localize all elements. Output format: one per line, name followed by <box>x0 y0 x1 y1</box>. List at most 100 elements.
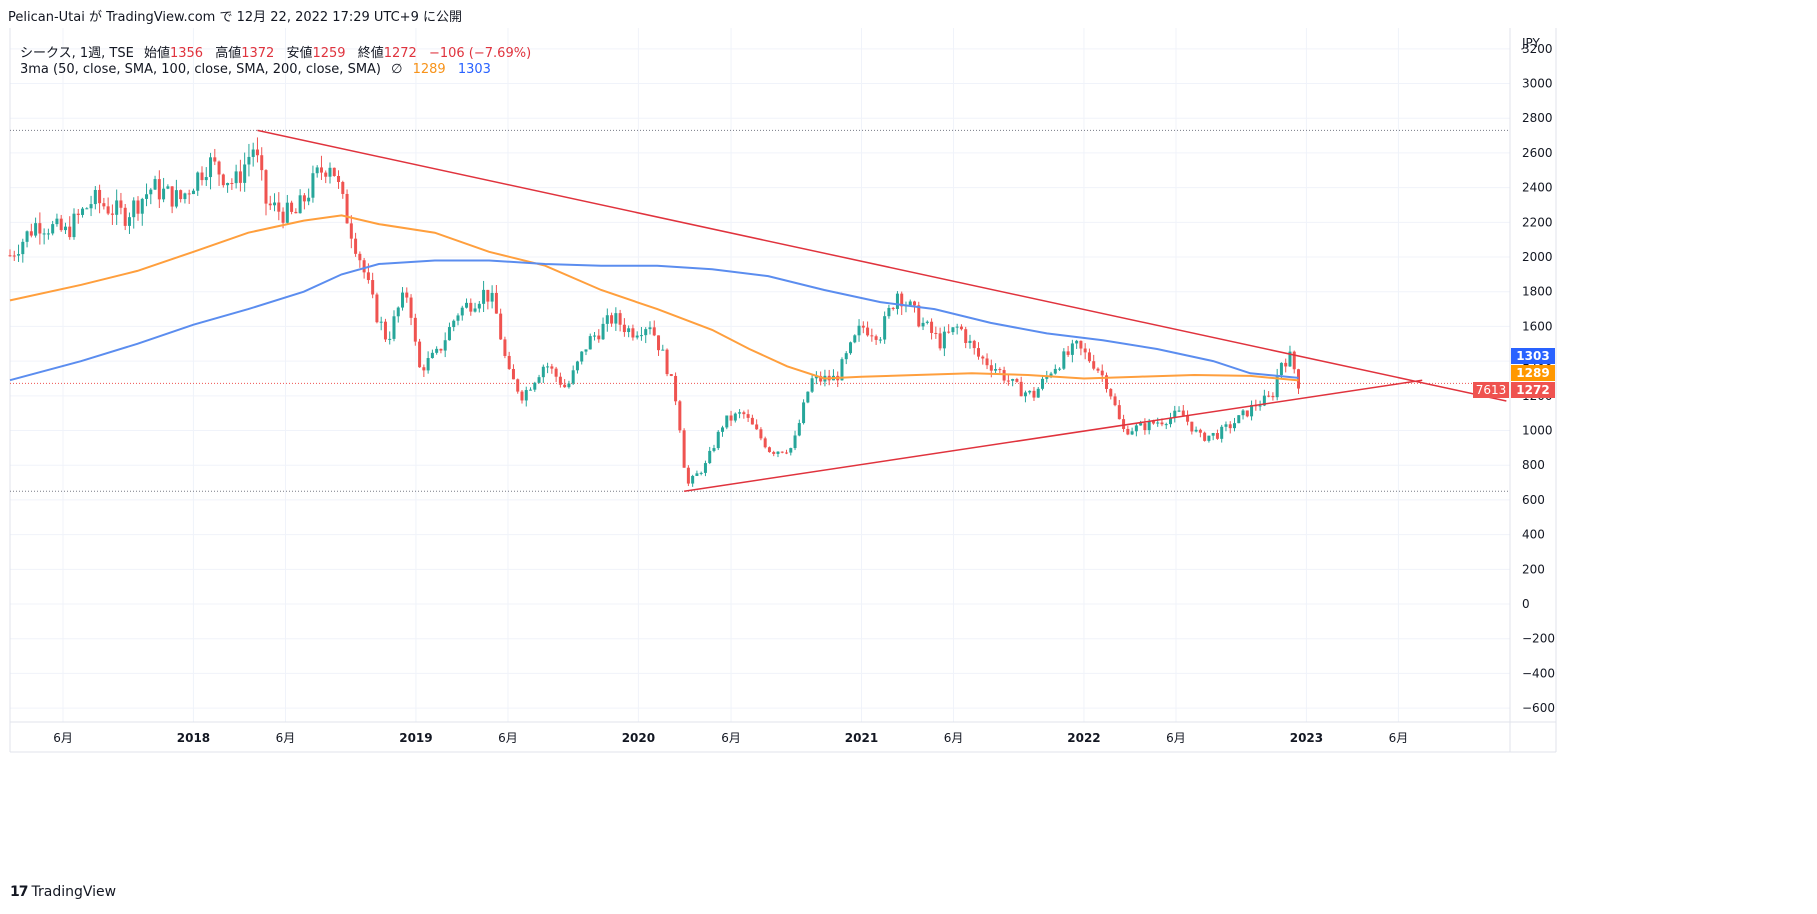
candle-body <box>1045 375 1049 379</box>
candle-body <box>870 335 874 337</box>
candle-body <box>580 351 584 362</box>
y-tick-label: 2400 <box>1522 181 1553 195</box>
candle-body <box>921 322 925 327</box>
candle-body <box>844 353 848 360</box>
candle-body <box>260 155 264 171</box>
candle-body <box>209 157 213 178</box>
candle-body <box>179 190 183 200</box>
candle-body <box>1105 375 1109 389</box>
x-tick-label: 6月 <box>53 731 73 745</box>
candle-body <box>119 200 123 208</box>
candle-body <box>763 438 767 448</box>
low-label: 安値 <box>286 46 313 61</box>
tradingview-brand[interactable]: 17 TradingView <box>10 884 116 900</box>
candle-body <box>1262 395 1266 406</box>
candle-body <box>913 301 917 306</box>
candle-body <box>652 327 656 336</box>
candle-body <box>853 335 857 343</box>
candle-body <box>998 369 1002 371</box>
candle-body <box>610 315 614 324</box>
candle-body <box>780 451 784 453</box>
y-tick-label: 2200 <box>1522 215 1553 229</box>
candle-body <box>541 366 545 378</box>
candle-body <box>695 473 699 476</box>
candle-body <box>362 260 366 273</box>
candle-body <box>183 193 187 200</box>
candle-body <box>955 326 959 328</box>
candle-body <box>883 316 887 340</box>
candle-body <box>729 415 733 421</box>
candle-body <box>392 316 396 339</box>
candle-body <box>1002 370 1006 381</box>
candle-body <box>618 313 622 325</box>
candle-body <box>366 272 370 281</box>
candle-body <box>516 379 520 392</box>
candle-body <box>1194 429 1198 432</box>
candle-body <box>1271 395 1275 398</box>
candle-body <box>494 292 498 314</box>
candle-body <box>750 417 754 425</box>
candle-body <box>1224 424 1228 427</box>
candle-body <box>1241 410 1245 416</box>
candle-body <box>132 200 136 218</box>
candle-body <box>123 207 127 226</box>
candle-body <box>648 327 652 330</box>
candle-body <box>772 452 776 454</box>
candle-body <box>251 149 255 157</box>
candle-body <box>358 253 362 261</box>
candle-body <box>1156 422 1160 424</box>
candle-body <box>422 367 426 371</box>
candle-body <box>371 280 375 295</box>
candle-body <box>1233 423 1237 429</box>
ma100-value: 1289 <box>412 62 446 77</box>
candle-body <box>1151 420 1155 424</box>
candle-body <box>1186 415 1190 422</box>
candle-body <box>947 331 951 333</box>
candle-body <box>149 189 153 195</box>
candle-body <box>115 200 119 215</box>
candle-body <box>482 289 486 304</box>
candle-body <box>533 382 537 390</box>
candle-body <box>725 415 729 428</box>
low-value: 1259 <box>312 46 346 61</box>
candle-body <box>1130 431 1134 435</box>
y-tick-label: 1000 <box>1522 424 1553 438</box>
candle-body <box>605 315 609 324</box>
candle-body <box>1143 423 1147 431</box>
close-value: 1272 <box>383 46 417 61</box>
candle-body <box>375 294 379 323</box>
candle-body <box>418 341 422 368</box>
candle-body <box>294 211 298 214</box>
candle-body <box>874 336 878 340</box>
candle-body <box>1032 390 1036 398</box>
trendline-upper <box>257 129 1507 402</box>
candle-body <box>63 226 67 231</box>
price-label-box <box>1511 382 1555 398</box>
candle-body <box>507 355 511 369</box>
ma-legend[interactable]: 3ma (50, close, SMA, 100, close, SMA, 20… <box>20 62 491 77</box>
candle-body <box>191 190 195 195</box>
candle-body <box>1220 426 1224 439</box>
candle-body <box>503 339 507 356</box>
price-label-box <box>1511 348 1555 364</box>
candle-body <box>814 375 818 379</box>
candle-body <box>1087 352 1091 362</box>
candle-body <box>900 293 904 307</box>
candle-body <box>354 238 358 254</box>
candle-body <box>878 339 882 341</box>
candle-body <box>1207 435 1211 441</box>
y-tick-label: 0 <box>1522 597 1530 611</box>
x-tick-label: 6月 <box>721 731 741 745</box>
candle-body <box>721 427 725 432</box>
candle-body <box>174 190 178 207</box>
price-label-text: 1289 <box>1516 366 1549 380</box>
candle-body <box>51 224 55 234</box>
ma-indicator-label[interactable]: 3ma (50, close, SMA, 100, close, SMA, 20… <box>20 62 381 77</box>
candle-body <box>1297 369 1301 389</box>
ma200-line <box>9 259 1299 382</box>
candle-body <box>797 423 801 436</box>
candle-body <box>81 208 85 215</box>
candle-body <box>691 475 695 484</box>
candle-body <box>1083 348 1087 353</box>
